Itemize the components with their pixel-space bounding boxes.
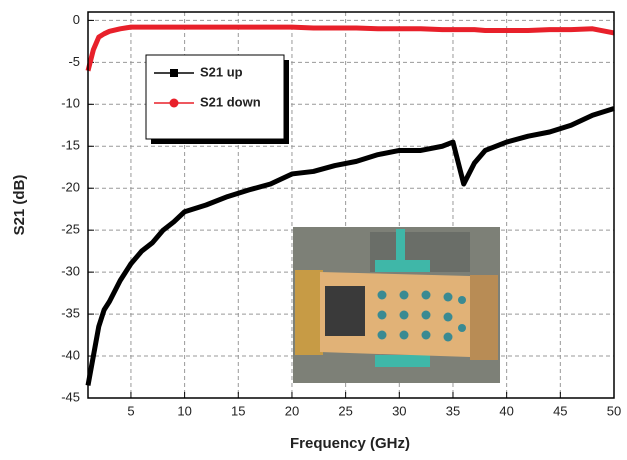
x-tick-label: 30: [392, 403, 406, 418]
legend-label: S21 down: [200, 94, 261, 109]
x-tick-label: 50: [607, 403, 621, 418]
legend-marker: [170, 69, 178, 77]
y-tick-label: -10: [61, 96, 80, 111]
x-tick-label: 5: [127, 403, 134, 418]
y-tick-label: -45: [61, 389, 80, 404]
plot-frame: [87, 11, 615, 399]
inset-photo: [293, 227, 500, 383]
y-tick-label: -20: [61, 180, 80, 195]
x-tick-label: 10: [177, 403, 191, 418]
x-tick-label: 20: [285, 403, 299, 418]
series-line: [85, 24, 615, 72]
y-tick-label: -15: [61, 138, 80, 153]
y-tick-label: -5: [68, 54, 80, 69]
x-tick-label: 40: [499, 403, 513, 418]
series-line: [85, 106, 615, 386]
legend-label: S21 up: [200, 64, 243, 79]
y-tick-label: -25: [61, 222, 80, 237]
x-tick-label: 45: [553, 403, 567, 418]
y-axis-label: S21 (dB): [11, 175, 28, 236]
y-tick-label: 0: [73, 12, 80, 27]
y-tick-label: -40: [61, 347, 80, 362]
x-axis-label: Frequency (GHz): [290, 435, 410, 452]
x-tick-label: 25: [338, 403, 352, 418]
y-tick-label: -30: [61, 264, 80, 279]
legend-box: [145, 54, 285, 140]
x-tick-label: 15: [231, 403, 245, 418]
y-tick-label: -35: [61, 306, 80, 321]
x-tick-label: 35: [446, 403, 460, 418]
legend-marker: [169, 98, 179, 108]
